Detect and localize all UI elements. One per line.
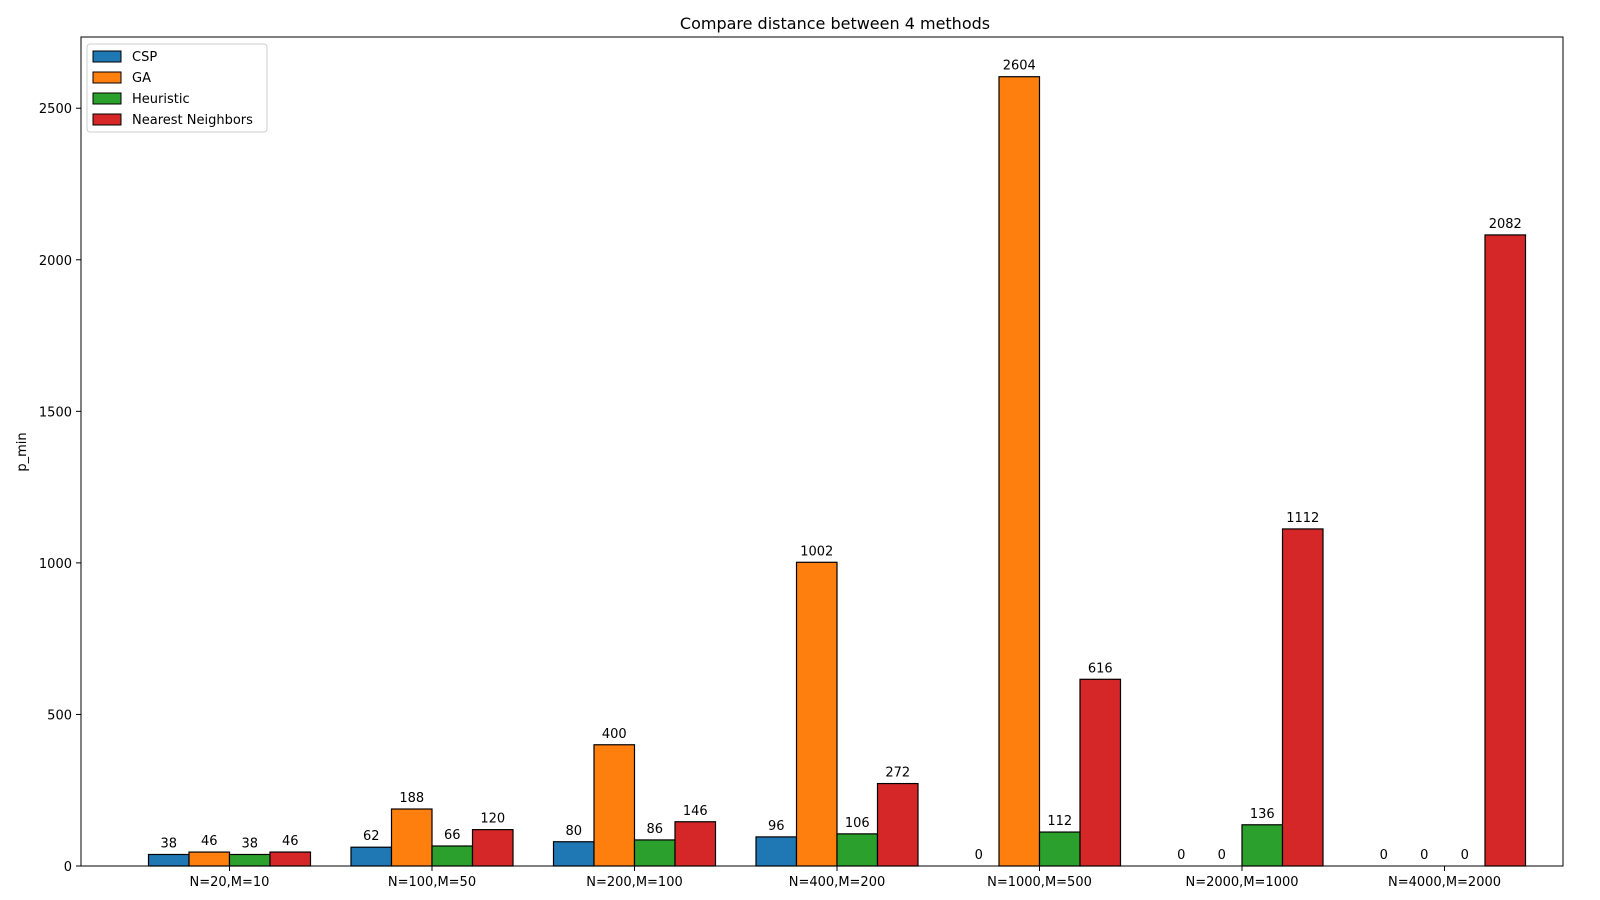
data-label: 0 — [975, 848, 983, 863]
bar — [228, 853, 271, 867]
data-label: 616 — [1088, 661, 1113, 676]
data-label: 136 — [1250, 807, 1275, 822]
data-label: 0 — [1177, 848, 1185, 863]
legend-box — [86, 43, 268, 133]
bar — [552, 841, 595, 867]
data-label: 0 — [1461, 848, 1469, 863]
x-tick-label: N=20,M=10 — [190, 875, 270, 890]
data-label: 188 — [399, 791, 424, 806]
bar — [593, 744, 636, 867]
bar — [1038, 831, 1081, 867]
data-label: 106 — [845, 816, 870, 831]
bar — [633, 839, 676, 867]
legend-entry: CSP — [132, 50, 157, 65]
bar — [1241, 824, 1284, 867]
y-tick-label: 0 — [64, 860, 72, 875]
y-axis-label: p_min — [15, 432, 30, 471]
bar — [147, 853, 190, 867]
data-label: 0 — [1218, 848, 1226, 863]
bar — [350, 846, 393, 867]
legend-swatch — [92, 50, 122, 63]
x-tick-label: N=200,M=100 — [586, 875, 682, 890]
data-label: 80 — [565, 824, 582, 839]
bar — [431, 845, 474, 867]
data-label: 272 — [885, 766, 910, 781]
bar — [755, 836, 798, 867]
x-tick-label: N=2000,M=1000 — [1185, 875, 1298, 890]
legend-swatch — [92, 92, 122, 105]
data-label: 96 — [768, 819, 785, 834]
legend-entry: Nearest Neighbors — [132, 113, 253, 128]
y-tick-label: 500 — [47, 708, 72, 723]
bar — [1281, 528, 1324, 867]
bar — [876, 782, 919, 867]
data-label: 2604 — [1003, 59, 1036, 74]
legend: CSP GA Heuristic Nearest Neighbors — [86, 43, 268, 133]
legend-swatch — [92, 71, 122, 84]
bar — [674, 821, 717, 867]
bar — [471, 829, 514, 867]
x-tick-label: N=4000,M=2000 — [1388, 875, 1501, 890]
data-label: 46 — [201, 834, 218, 849]
data-label: 400 — [602, 727, 627, 742]
data-label: 1112 — [1286, 511, 1319, 526]
data-label: 146 — [683, 804, 708, 819]
bar — [188, 851, 231, 867]
plot-frame — [80, 36, 1564, 867]
axes-group: 0 500 1000 1500 2000 2500 N=20,M=10 N=100,M=50 N… — [39, 36, 1564, 890]
data-label: 38 — [160, 836, 177, 851]
bars-group — [147, 76, 1527, 867]
data-label: 0 — [1380, 848, 1388, 863]
y-tick-label: 1500 — [39, 405, 72, 420]
y-tick-label: 2500 — [39, 102, 72, 117]
data-label: 86 — [646, 822, 663, 837]
data-label: 2082 — [1489, 217, 1522, 232]
chart-title: Compare distance between 4 methods — [680, 14, 990, 33]
data-labels-group: 38 62 80 96 0 0 0 46 188 400 1002 2604 0 0 38 66 86 106 11… — [160, 59, 1521, 863]
bar — [269, 851, 312, 867]
data-label: 66 — [444, 828, 461, 843]
legend-entry: Heuristic — [132, 92, 190, 107]
x-tick-label: N=400,M=200 — [789, 875, 885, 890]
y-tick-label: 1000 — [39, 557, 72, 572]
data-label: 0 — [1420, 848, 1428, 863]
x-tick-label: N=1000,M=500 — [987, 875, 1092, 890]
x-tick-label: N=100,M=50 — [388, 875, 476, 890]
data-label: 46 — [282, 834, 299, 849]
y-tick-label: 2000 — [39, 254, 72, 269]
bar — [998, 76, 1041, 867]
bar — [1079, 678, 1122, 867]
legend-swatch — [92, 113, 122, 126]
data-label: 120 — [480, 812, 505, 827]
bar — [1484, 234, 1527, 867]
data-label: 1002 — [800, 544, 833, 559]
legend-entry: GA — [132, 71, 151, 86]
data-label: 38 — [241, 836, 258, 851]
data-label: 112 — [1047, 814, 1072, 829]
bar — [836, 833, 879, 867]
bar — [795, 561, 838, 867]
data-label: 62 — [363, 829, 380, 844]
bar — [390, 808, 433, 867]
